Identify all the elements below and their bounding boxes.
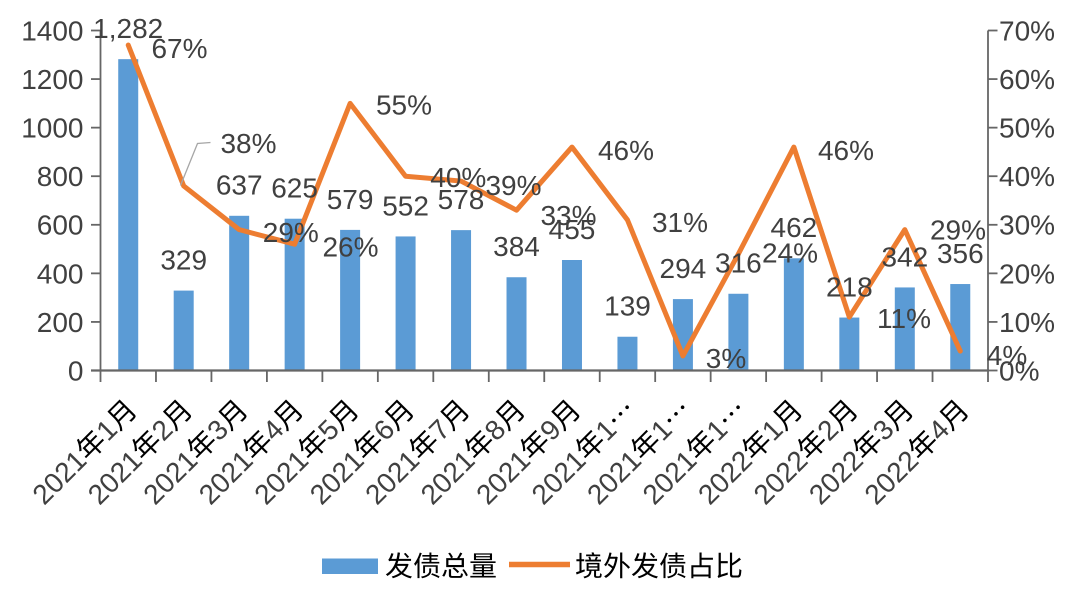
svg-text:800: 800: [37, 161, 84, 192]
svg-text:0: 0: [68, 355, 84, 386]
svg-text:1200: 1200: [21, 64, 83, 95]
svg-text:24%: 24%: [762, 237, 818, 268]
svg-text:342: 342: [881, 241, 928, 272]
svg-text:39%: 39%: [485, 170, 541, 201]
svg-text:1,282: 1,282: [93, 13, 163, 44]
svg-text:1400: 1400: [21, 15, 83, 46]
svg-text:356: 356: [937, 238, 984, 269]
svg-text:38%: 38%: [220, 128, 276, 159]
svg-text:40%: 40%: [999, 161, 1055, 192]
svg-text:10%: 10%: [999, 307, 1055, 338]
svg-text:218: 218: [826, 272, 873, 303]
svg-text:50%: 50%: [999, 113, 1055, 144]
svg-text:579: 579: [327, 184, 374, 215]
svg-text:329: 329: [160, 245, 207, 276]
svg-text:600: 600: [37, 210, 84, 241]
svg-text:46%: 46%: [598, 135, 654, 166]
svg-text:455: 455: [549, 214, 596, 245]
svg-text:26%: 26%: [322, 231, 378, 262]
svg-text:462: 462: [771, 212, 818, 243]
svg-text:11%: 11%: [877, 303, 931, 334]
svg-text:1000: 1000: [21, 113, 83, 144]
svg-text:20%: 20%: [999, 258, 1055, 289]
svg-text:552: 552: [382, 190, 429, 221]
svg-text:31%: 31%: [652, 207, 708, 238]
svg-text:33%: 33%: [540, 200, 596, 231]
svg-text:70%: 70%: [999, 15, 1055, 46]
svg-text:67%: 67%: [151, 33, 207, 64]
svg-text:294: 294: [660, 253, 707, 284]
svg-text:60%: 60%: [999, 64, 1055, 95]
svg-text:29%: 29%: [263, 217, 319, 248]
svg-text:30%: 30%: [999, 210, 1055, 241]
svg-text:637: 637: [216, 170, 263, 201]
svg-text:4%: 4%: [987, 340, 1027, 371]
svg-text:46%: 46%: [818, 135, 874, 166]
svg-text:3%: 3%: [706, 343, 746, 374]
svg-text:200: 200: [37, 307, 84, 338]
svg-text:384: 384: [493, 231, 540, 262]
svg-text:400: 400: [37, 258, 84, 289]
svg-text:316: 316: [715, 248, 762, 279]
svg-text:139: 139: [604, 291, 651, 322]
svg-text:578: 578: [438, 184, 485, 215]
svg-text:625: 625: [271, 173, 318, 204]
svg-text:0%: 0%: [999, 355, 1039, 386]
svg-text:29%: 29%: [930, 214, 986, 245]
svg-text:55%: 55%: [376, 89, 432, 120]
svg-text:40%: 40%: [430, 162, 486, 193]
